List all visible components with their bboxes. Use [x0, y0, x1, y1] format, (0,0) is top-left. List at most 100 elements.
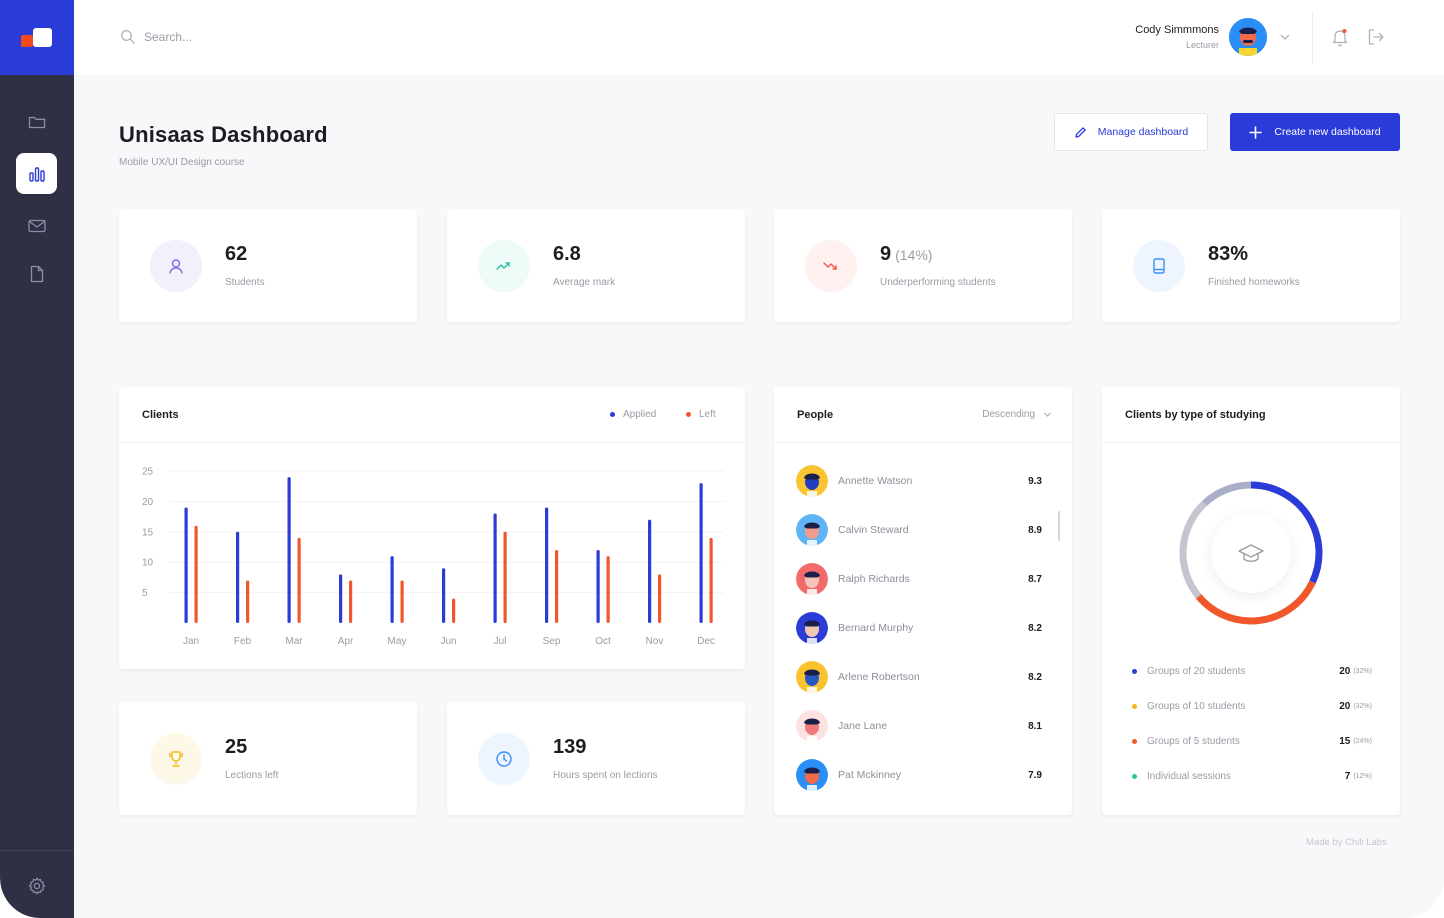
clients-title: Clients [142, 409, 179, 421]
donut-segment-2 [1179, 500, 1207, 599]
stat-value-percent: (14%) [895, 247, 933, 263]
bar-applied-jan [184, 507, 188, 623]
list-item[interactable]: Annette Watson 9.3 [796, 464, 1042, 498]
y-tick-label: 25 [142, 467, 154, 478]
stat-label: Finished homeworks [1208, 277, 1300, 288]
list-item[interactable]: Ralph Richards 8.7 [796, 562, 1042, 596]
bar-applied-sep [545, 507, 549, 623]
sort-dropdown[interactable]: Descending [982, 409, 1052, 420]
legend-share: (32%) [1353, 702, 1372, 710]
clients-bar-chart: 5 10 15 20 25 Jan Feb Mar Apr May Jun Jul Sep Oct Nov D… [142, 467, 724, 647]
people-scrollbar[interactable] [1058, 511, 1060, 541]
logo-white-square [33, 28, 52, 47]
stat-value: 83% [1208, 243, 1249, 265]
legend-applied: Applied [610, 409, 656, 420]
mail-icon [27, 219, 46, 232]
plus-icon [1249, 125, 1263, 139]
x-tick-label: Jan [183, 636, 199, 647]
stat-icon-wrap [805, 240, 857, 292]
person-score: 8.2 [1028, 622, 1042, 634]
create-dashboard-label: Create new dashboard [1274, 126, 1381, 138]
sidebar-item-dashboard[interactable] [16, 153, 57, 194]
avatar [796, 661, 828, 693]
stat-icon-wrap [478, 240, 530, 292]
logo[interactable] [0, 0, 74, 75]
sidebar-item-documents[interactable] [16, 253, 57, 294]
bar-applied-nov [648, 519, 652, 623]
sidebar-divider [0, 850, 74, 851]
stat-card-hours-spent: 139 Hours spent on lections [447, 702, 745, 815]
donut-segment-1 [1195, 580, 1316, 625]
user-name: Cody Simmmons [1135, 24, 1219, 36]
bell-icon[interactable] [1331, 27, 1349, 47]
stat-label: Students [225, 277, 265, 288]
sidebar-item-messages[interactable] [16, 205, 57, 246]
logo-red-square [21, 35, 33, 47]
study-type-card: Clients by type of studying Groups of 20… [1102, 387, 1400, 815]
stat-card-lections-left: 25 Lections left [119, 702, 417, 815]
bar-applied-apr [339, 574, 343, 623]
stat-card-students: 62 Students [119, 209, 417, 322]
y-tick-label: 15 [142, 527, 154, 538]
manage-dashboard-button[interactable]: Manage dashboard [1054, 113, 1208, 151]
avatar [796, 612, 828, 644]
legend-left: Left [686, 409, 716, 420]
bar-left-sep [555, 550, 559, 623]
study-type-donut-chart [1179, 481, 1323, 625]
donut-legend-row: Groups of 10 students 20 (32%) [1132, 699, 1372, 713]
person-name: Ralph Richards [838, 573, 910, 585]
legend-label: Groups of 10 students [1147, 700, 1246, 712]
list-item[interactable]: Pat Mckinney 7.9 [796, 758, 1042, 792]
x-tick-label: Sep [543, 636, 561, 647]
x-tick-label: Feb [234, 636, 252, 647]
stat-value: 62 [225, 243, 248, 265]
gear-icon [28, 877, 45, 894]
trend-down-icon [823, 262, 837, 270]
search-input[interactable] [144, 27, 444, 47]
trend-up-icon [496, 262, 510, 270]
create-dashboard-button[interactable]: Create new dashboard [1230, 113, 1400, 151]
people-title: People [797, 409, 834, 421]
sidebar-item-settings[interactable] [16, 865, 57, 906]
person-avatar-illustration [796, 759, 828, 791]
avatar[interactable] [1229, 18, 1267, 56]
legend-label: Left [699, 409, 716, 420]
list-item[interactable]: Calvin Steward 8.9 [796, 513, 1042, 547]
legend-value: 20 [1339, 700, 1351, 712]
list-item[interactable]: Bernard Murphy 8.2 [796, 611, 1042, 645]
study-type-title: Clients by type of studying [1125, 409, 1266, 421]
person-avatar-illustration [796, 465, 828, 497]
x-tick-label: Dec [697, 636, 715, 647]
donut-segment-3 [1202, 481, 1252, 507]
person-avatar-illustration [796, 514, 828, 546]
donut-center [1211, 513, 1291, 593]
chevron-down-icon[interactable] [1279, 31, 1291, 43]
document-icon [30, 265, 43, 282]
stat-value-number: 9 [880, 243, 892, 265]
stat-label: Average mark [553, 277, 616, 288]
x-tick-label: Apr [338, 636, 354, 647]
card-header-divider [774, 442, 1072, 443]
legend-dot [1132, 773, 1137, 779]
sidebar [0, 0, 74, 918]
page-subtitle: Mobile UX/UI Design course [119, 157, 245, 168]
person-score: 7.9 [1028, 769, 1042, 781]
user-icon [169, 259, 183, 274]
stat-card-average-mark: 6.8 Average mark [447, 209, 745, 322]
list-item[interactable]: Jane Lane 8.1 [796, 709, 1042, 743]
legend-value: 15 [1339, 735, 1351, 747]
top-bar: Cody Simmmons Lecturer [74, 0, 1444, 75]
sidebar-item-folders[interactable] [16, 101, 57, 142]
bar-left-jan [194, 525, 198, 623]
avatar [796, 710, 828, 742]
page-title: Unisaas Dashboard [119, 122, 328, 147]
trophy-icon [168, 751, 184, 767]
logout-icon[interactable] [1367, 28, 1385, 46]
bar-left-mar [297, 537, 301, 623]
legend-value: 20 [1339, 665, 1351, 677]
list-item[interactable]: Arlene Robertson 8.2 [796, 660, 1042, 694]
x-tick-label: May [388, 636, 407, 647]
stat-icon-wrap [1133, 240, 1185, 292]
user-role: Lecturer [1185, 40, 1219, 50]
